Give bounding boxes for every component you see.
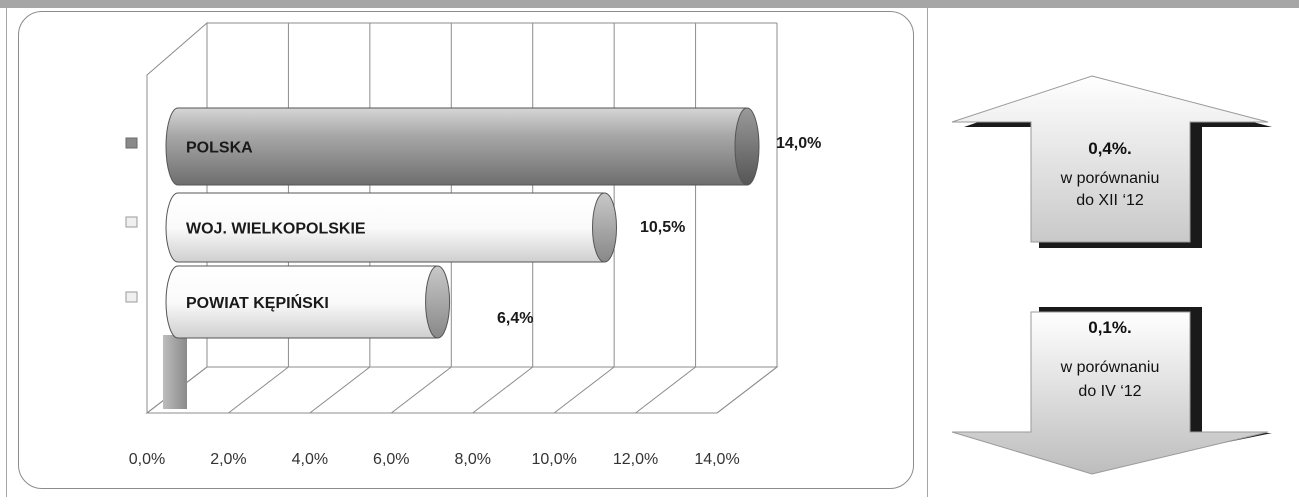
floor [145,366,779,414]
down-arrow-icon [951,311,1269,475]
x-tick-label: 2,0% [210,451,246,468]
bar-end-cap [425,265,451,339]
floor-gridline [390,366,452,414]
up-indicator-line2: do XII ‘12 [1076,192,1144,209]
floor-gridline [553,366,615,414]
category-label: POWIAT KĘPIŃSKI [186,293,329,312]
x-tick-label: 8,0% [454,451,490,468]
legend-marker [125,216,138,228]
x-tick-label: 14,0% [694,451,739,468]
down-arrow-indicator: 0,1%. w porównaniu do IV ‘12 [951,307,1272,475]
top-border [0,0,1299,8]
x-tick-label: 10,0% [531,451,576,468]
data-label: 10,5% [640,219,685,236]
x-tick-label: 12,0% [613,451,658,468]
up-indicator-value: 0,4%. [1088,139,1131,158]
bar-end-cap [592,192,617,263]
left-border [6,8,7,497]
x-tick-label: 6,0% [373,451,409,468]
data-label: 6,4% [497,310,533,327]
floor-gridline [228,366,289,414]
bar-chart: 0,0% 2,0% 4,0% 6,0% 8,0% 10,0% 12,0% 14,0% POLSK… [125,21,821,468]
floor-gridline [635,366,696,414]
x-tick-label: 0,0% [129,451,165,468]
bar-end-cap [734,107,760,186]
category-label: WOJ. WIELKOPOLSKIE [186,221,366,238]
panel-divider [927,8,928,497]
x-tick-label: 4,0% [292,451,328,468]
bar [165,265,439,339]
indicators-panel: 0,4%. w porównaniu do XII ‘12 0,1%. w po… [951,75,1272,475]
floor-gridline [472,366,534,414]
up-arrow-icon [951,75,1269,243]
down-indicator-line2: do IV ‘12 [1078,383,1141,400]
up-indicator-line1: w porównaniu [1060,170,1160,187]
down-indicator-line1: w porównaniu [1060,359,1160,376]
down-indicator-value: 0,1%. [1088,318,1131,337]
bar [165,107,748,186]
base-stub [163,335,187,409]
bar [165,192,605,263]
category-label: POLSKA [186,140,253,157]
legend-marker [125,137,138,149]
data-label: 14,0% [776,135,821,152]
floor-gridline [309,366,371,414]
up-arrow-indicator: 0,4%. w porównaniu do XII ‘12 [951,75,1272,248]
legend-marker [125,291,138,303]
floor-gridline [716,366,778,414]
